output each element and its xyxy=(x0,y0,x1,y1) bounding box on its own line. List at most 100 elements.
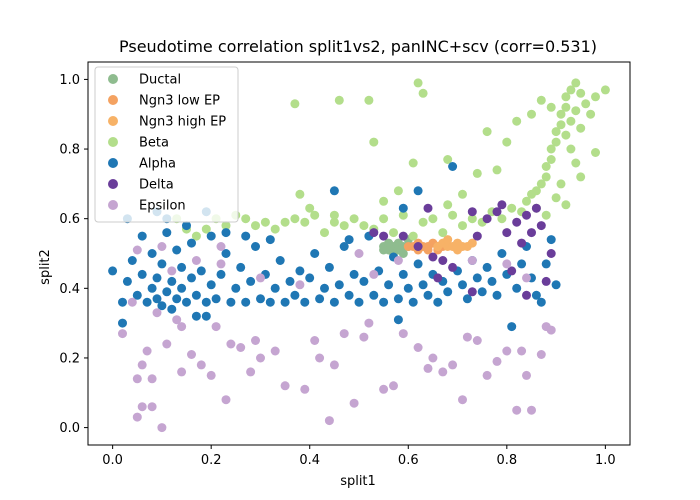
point-ductal xyxy=(379,245,389,255)
legend-marker xyxy=(108,179,118,189)
point-beta xyxy=(502,137,512,147)
point-epsilon xyxy=(216,259,226,269)
point-epsilon xyxy=(428,353,438,363)
point-beta xyxy=(561,92,571,102)
point-beta xyxy=(393,186,403,196)
point-alpha xyxy=(398,269,408,279)
point-delta xyxy=(492,207,502,217)
point-alpha xyxy=(118,318,127,328)
point-alpha xyxy=(246,276,256,286)
point-alpha xyxy=(551,280,561,290)
point-epsilon xyxy=(221,395,231,405)
point-delta xyxy=(467,287,477,297)
point-alpha xyxy=(157,301,167,311)
point-epsilon xyxy=(502,259,512,269)
point-beta xyxy=(201,224,211,234)
point-epsilon xyxy=(137,402,147,412)
legend-marker xyxy=(108,158,118,168)
point-delta xyxy=(497,200,507,210)
point-epsilon xyxy=(482,370,492,380)
point-alpha xyxy=(152,273,162,283)
point-epsilon xyxy=(295,280,305,290)
point-epsilon xyxy=(369,269,379,279)
point-beta xyxy=(546,155,556,164)
point-beta xyxy=(398,210,408,220)
point-beta xyxy=(221,221,231,231)
point-epsilon xyxy=(423,363,433,373)
point-epsilon xyxy=(211,322,221,332)
point-epsilon xyxy=(522,370,531,380)
point-alpha xyxy=(290,290,300,300)
point-delta xyxy=(369,228,379,238)
point-beta xyxy=(492,165,502,175)
point-beta xyxy=(571,158,581,168)
point-alpha xyxy=(285,276,295,286)
point-epsilon xyxy=(517,346,527,356)
point-delta xyxy=(423,203,433,213)
point-alpha xyxy=(443,287,453,297)
point-epsilon xyxy=(359,332,369,342)
point-beta xyxy=(364,95,374,105)
point-beta xyxy=(571,78,581,88)
points-layer xyxy=(108,78,610,433)
point-alpha xyxy=(187,238,196,248)
point-beta xyxy=(527,109,536,119)
point-alpha xyxy=(462,294,472,304)
legend-marker xyxy=(108,116,118,126)
x-axis-label: split1 xyxy=(340,474,376,489)
point-beta xyxy=(561,130,571,140)
point-alpha xyxy=(187,273,196,283)
legend-label: Ductal xyxy=(139,73,181,88)
point-epsilon xyxy=(527,405,536,415)
legend: Ductal Ngn3 low EP Ngn3 high EP Beta Alpha De… xyxy=(94,66,239,223)
point-beta xyxy=(270,224,280,234)
point-epsilon xyxy=(196,360,206,370)
point-beta xyxy=(369,137,379,147)
point-epsilon xyxy=(236,343,246,352)
point-alpha xyxy=(295,266,305,276)
x-axis: 0.0 0.2 0.4 0.6 0.8 1.0 xyxy=(102,445,616,468)
point-beta xyxy=(497,214,507,224)
point-alpha xyxy=(201,297,211,307)
point-alpha xyxy=(359,276,369,286)
point-beta xyxy=(251,221,260,231)
point-beta xyxy=(571,106,581,116)
y-tick-label: 0.2 xyxy=(59,351,80,366)
point-epsilon xyxy=(379,384,389,394)
point-epsilon xyxy=(512,405,522,415)
x-tick-label: 0.0 xyxy=(102,453,123,468)
point-alpha xyxy=(320,283,329,293)
point-ductal xyxy=(384,238,394,248)
point-epsilon xyxy=(177,322,187,332)
point-alpha xyxy=(191,290,201,300)
point-alpha xyxy=(477,287,487,297)
point-epsilon xyxy=(310,336,320,345)
point-beta xyxy=(428,214,438,224)
point-beta xyxy=(522,196,531,206)
legend-marker xyxy=(108,95,118,105)
point-alpha xyxy=(142,297,152,307)
point-beta xyxy=(561,102,571,112)
y-axis-label: split2 xyxy=(38,249,53,285)
point-epsilon xyxy=(413,343,423,352)
point-alpha xyxy=(182,221,191,231)
point-beta xyxy=(290,99,300,109)
point-epsilon xyxy=(127,297,137,307)
point-alpha xyxy=(512,283,522,293)
point-beta xyxy=(241,214,251,224)
point-beta xyxy=(300,217,310,227)
point-beta xyxy=(339,221,349,231)
point-beta xyxy=(576,123,586,133)
point-alpha xyxy=(517,259,527,269)
point-epsilon xyxy=(157,423,167,433)
point-epsilon xyxy=(142,346,152,356)
point-alpha xyxy=(393,315,403,325)
point-alpha xyxy=(221,249,231,258)
point-epsilon xyxy=(147,402,157,412)
point-epsilon xyxy=(462,332,472,342)
point-epsilon xyxy=(389,381,398,391)
point-epsilon xyxy=(251,336,260,345)
point-epsilon xyxy=(132,412,142,422)
point-epsilon xyxy=(315,353,325,363)
point-epsilon xyxy=(162,339,172,349)
